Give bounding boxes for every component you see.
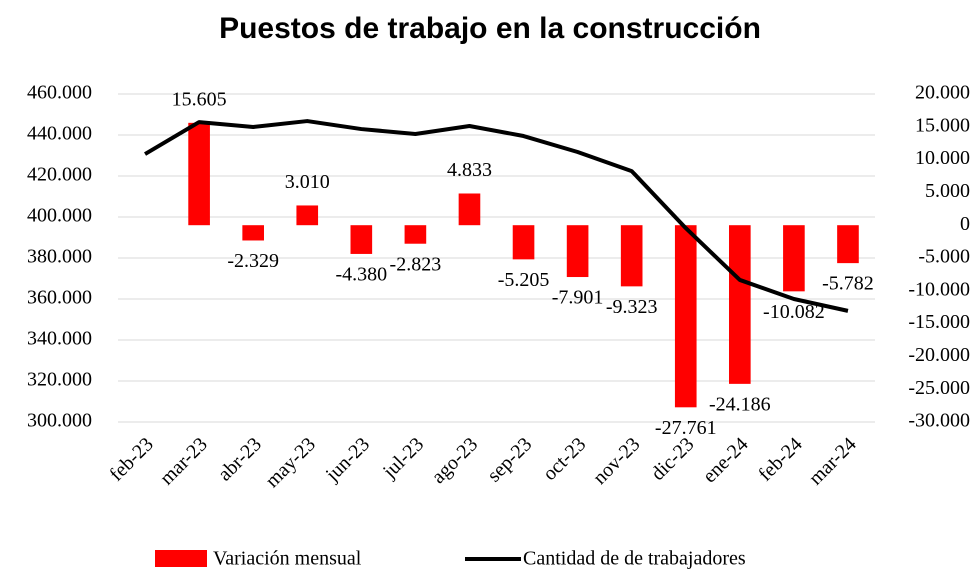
data-label: -4.380 <box>335 264 387 286</box>
bar <box>674 225 697 408</box>
bar <box>729 225 751 384</box>
data-label: 3.010 <box>285 171 330 193</box>
y-tick-label: 440.000 <box>27 123 92 145</box>
bar <box>620 225 643 287</box>
data-label: -5.782 <box>822 273 874 295</box>
y2-tick-label: 0 <box>960 213 970 235</box>
y2-tick-label: -30.000 <box>908 410 970 432</box>
y2-tick-label: 10.000 <box>915 147 970 169</box>
bar <box>350 225 373 254</box>
bar <box>783 225 805 292</box>
x-tick-label: mar-24 <box>805 433 861 489</box>
y-tick-label: 300.000 <box>27 410 92 432</box>
data-label: 4.833 <box>447 159 492 181</box>
x-tick-label: nov-23 <box>589 433 645 489</box>
x-tick-label: mar-23 <box>156 433 212 489</box>
bar <box>188 122 210 226</box>
x-tick-label: oct-23 <box>539 433 591 485</box>
bar <box>512 225 535 260</box>
data-label: -5.205 <box>498 269 550 291</box>
y-tick-label: 320.000 <box>27 369 92 391</box>
y2-tick-label: -25.000 <box>908 377 970 399</box>
bar <box>458 193 481 226</box>
x-tick-label: feb-24 <box>754 433 806 485</box>
bar <box>404 225 427 244</box>
x-tick-label: jun-23 <box>321 433 374 486</box>
bar <box>837 225 859 264</box>
data-label: -9.323 <box>606 296 658 318</box>
bar <box>242 225 264 241</box>
x-tick-label: jul-23 <box>378 433 428 483</box>
data-label: 15.605 <box>172 88 227 110</box>
legend-swatch <box>155 550 207 567</box>
legend-label: Variación mensual <box>213 548 362 570</box>
data-label: -7.901 <box>552 287 604 309</box>
data-label: -2.329 <box>227 250 279 272</box>
y-tick-label: 380.000 <box>27 246 92 268</box>
y2-tick-label: -15.000 <box>908 311 970 333</box>
data-label: -24.186 <box>709 393 771 415</box>
data-label: -10.082 <box>763 301 825 323</box>
bar <box>296 205 319 226</box>
y2-tick-label: -20.000 <box>908 344 970 366</box>
x-tick-label: ene-24 <box>699 433 753 487</box>
x-tick-label: sep-23 <box>483 433 536 486</box>
y2-tick-label: -10.000 <box>908 278 970 300</box>
y2-tick-label: 5.000 <box>925 180 970 202</box>
y-tick-label: 420.000 <box>27 164 92 186</box>
y2-tick-label: -5.000 <box>918 246 970 268</box>
y-tick-label: 340.000 <box>27 328 92 350</box>
y-tick-label: 460.000 <box>27 82 92 104</box>
x-tick-label: abr-23 <box>214 433 266 485</box>
y2-tick-label: 15.000 <box>915 114 970 136</box>
legend-label: Cantidad de de trabajadores <box>523 548 746 570</box>
data-label: -2.823 <box>390 253 442 275</box>
y-tick-label: 400.000 <box>27 205 92 227</box>
x-tick-label: ago-23 <box>427 433 482 488</box>
data-label: -27.761 <box>655 417 717 439</box>
line <box>144 119 849 313</box>
y2-tick-label: 20.000 <box>915 82 970 104</box>
x-tick-label: may-23 <box>261 433 320 492</box>
x-tick-label: feb-23 <box>105 433 157 485</box>
y-tick-label: 360.000 <box>27 287 92 309</box>
chart-title: Puestos de trabajo en la construcción <box>219 12 761 45</box>
bar <box>566 225 589 278</box>
x-tick-label: dic-23 <box>647 433 699 485</box>
